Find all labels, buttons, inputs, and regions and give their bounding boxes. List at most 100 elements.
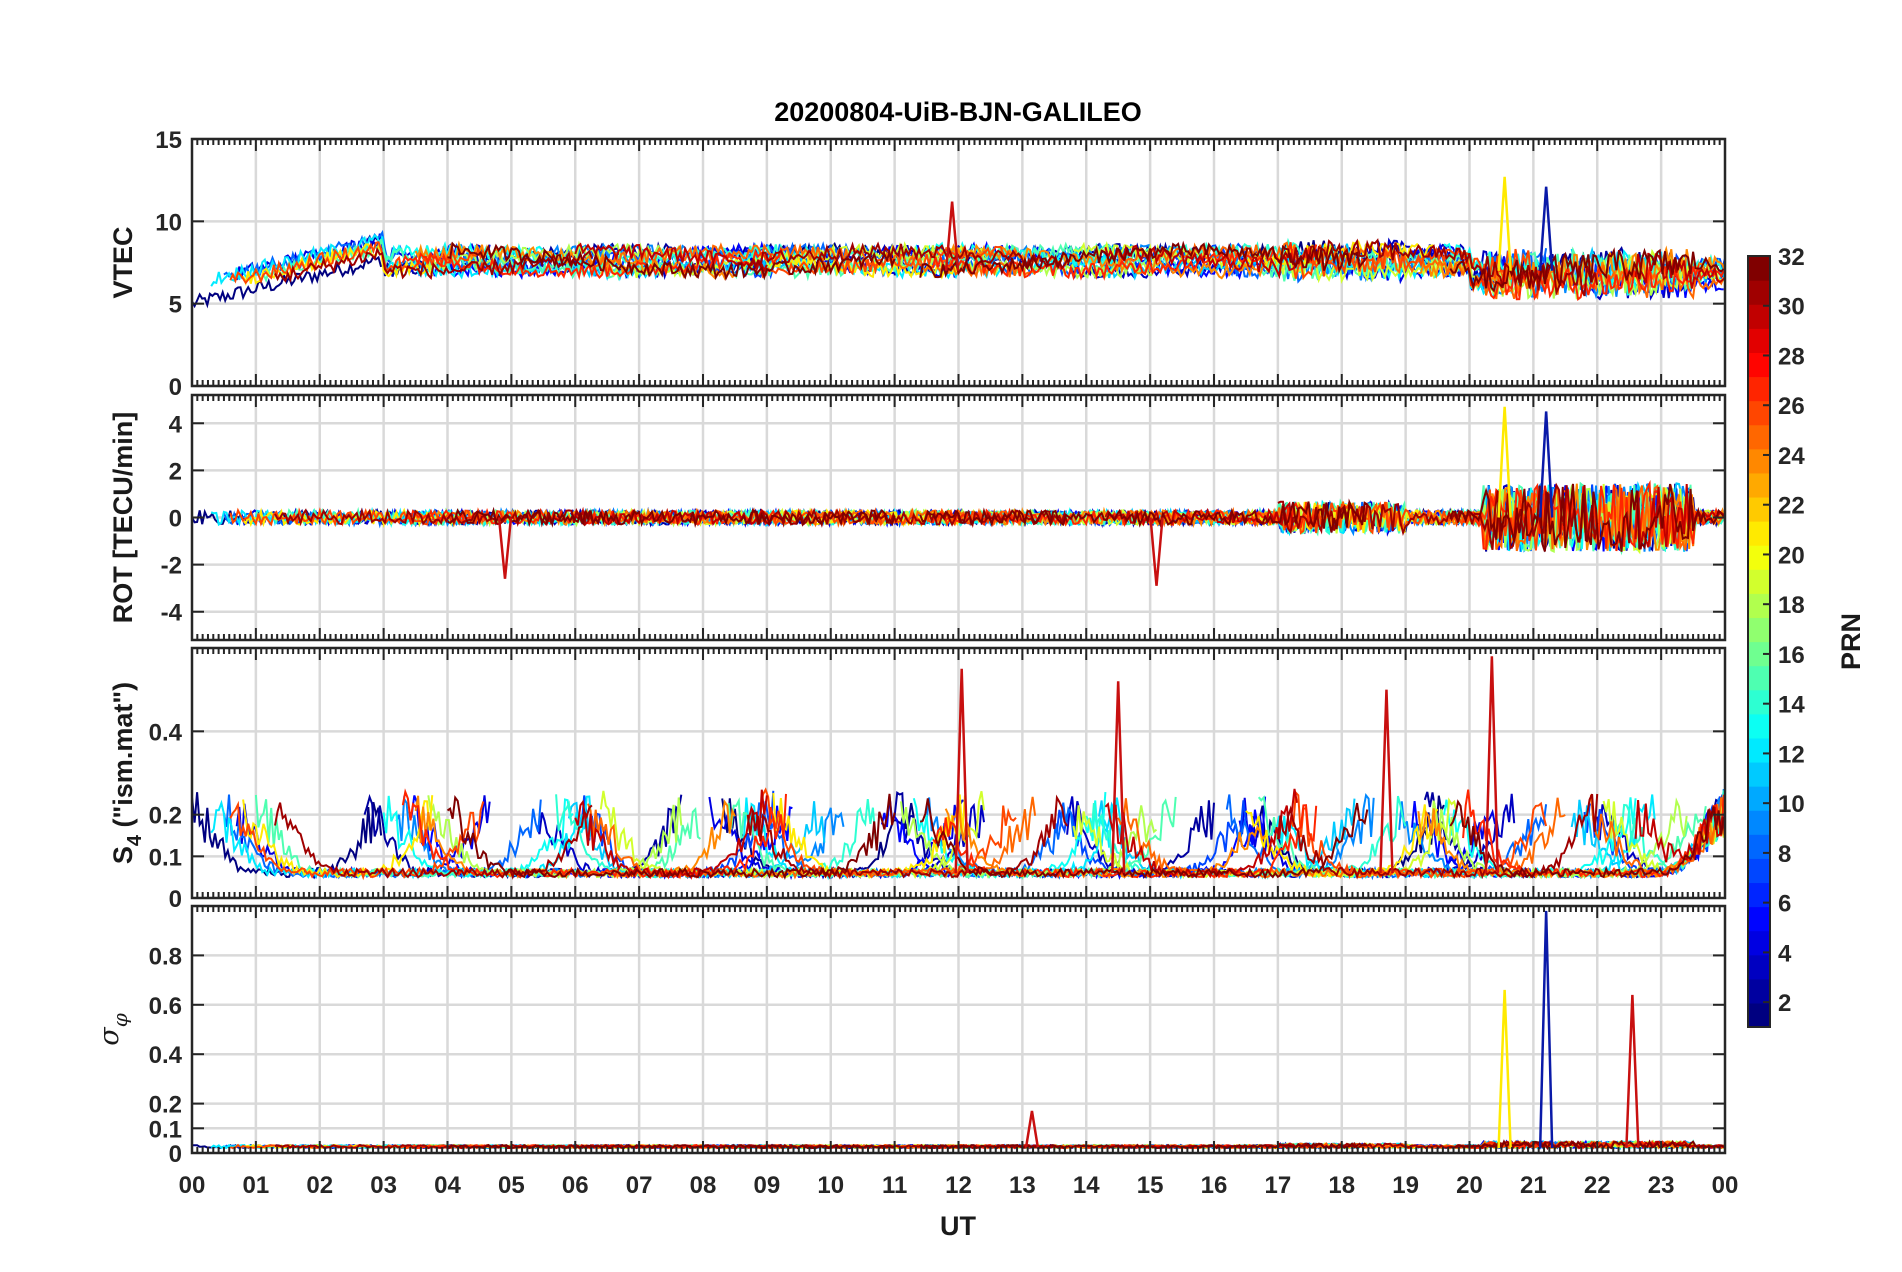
colorbar-tick-label: 28 xyxy=(1778,343,1805,370)
prn-trace xyxy=(447,506,896,528)
y-tick-label: 0.1 xyxy=(149,844,182,871)
x-tick-label: 21 xyxy=(1520,1172,1547,1199)
y-tick-label: 0 xyxy=(169,886,182,913)
traces-rot xyxy=(191,406,1726,586)
prn-trace xyxy=(746,794,1068,880)
prn-trace xyxy=(401,788,787,880)
x-tick-label: 11 xyxy=(882,1172,907,1199)
colorbar-segment xyxy=(1748,521,1770,546)
y-tick-label: 15 xyxy=(155,127,182,154)
colorbar-segment xyxy=(1748,376,1770,402)
prn-trace xyxy=(1277,482,1599,551)
prn-trace xyxy=(747,241,1068,272)
y-axis-label: VTEC xyxy=(108,226,138,298)
y-tick-label: 5 xyxy=(169,292,182,319)
x-tick-label: 17 xyxy=(1265,1172,1292,1199)
colorbar-tick-label: 4 xyxy=(1778,940,1792,967)
colorbar-segment xyxy=(1748,448,1770,474)
panel-rot: -4 -2 0 2 4 ROT [TECU/min] xyxy=(108,393,1727,642)
colorbar-segment xyxy=(1748,786,1770,811)
y-tick-label: 0.2 xyxy=(149,1092,182,1119)
colorbar-segment xyxy=(1748,1002,1770,1028)
colorbar-tick-label: 22 xyxy=(1778,493,1805,520)
prn-trace xyxy=(1590,264,1725,301)
traces-s4 xyxy=(191,656,1726,881)
colorbar-tick-label: 10 xyxy=(1778,791,1805,818)
y-tick-label: -2 xyxy=(161,553,182,580)
prn-trace xyxy=(229,800,485,881)
colorbar-segment xyxy=(1748,424,1770,450)
panel-sigma_phi: 00.10.2 0.4 0.6 0.8 σφ xyxy=(94,904,1727,1168)
prn-trace xyxy=(919,1142,1368,1150)
x-axis-label: UT xyxy=(940,1211,976,1241)
colorbar-segment xyxy=(1748,665,1770,691)
colorbar-segment xyxy=(1748,352,1770,378)
y-tick-label: 0.1 xyxy=(149,1116,182,1143)
colorbar-tick-label: 20 xyxy=(1778,542,1805,569)
prn-trace xyxy=(242,795,434,879)
x-ticks-sigma_phi xyxy=(191,906,1726,1153)
x-tick-label: 15 xyxy=(1137,1172,1164,1199)
prn-trace xyxy=(1449,799,1725,879)
x-tick-label: 19 xyxy=(1392,1172,1419,1199)
prn-trace xyxy=(919,798,1369,880)
prn-trace xyxy=(944,799,1266,880)
x-tick-label: 00 xyxy=(1712,1172,1739,1199)
y-tick-label: 0.8 xyxy=(149,943,182,970)
y-tick-label: 0.4 xyxy=(149,1042,183,1069)
y-label-main: S xyxy=(108,846,138,864)
x-ticks-rot xyxy=(191,395,1726,640)
x-tick-label: 08 xyxy=(690,1172,717,1199)
colorbar-segment xyxy=(1748,930,1770,956)
colorbar-tick-label: 8 xyxy=(1778,841,1791,868)
x-tick-label: 05 xyxy=(498,1172,525,1199)
event-spike xyxy=(1497,989,1512,1149)
colorbar-segment xyxy=(1748,304,1770,329)
prn-trace xyxy=(932,501,1318,533)
prn-trace xyxy=(1276,793,1599,880)
prn-trace xyxy=(944,243,1266,280)
event-spike xyxy=(1538,910,1554,1149)
x-tick-label: 22 xyxy=(1584,1172,1611,1199)
colorbar-tick-label: 30 xyxy=(1778,294,1805,321)
colorbar-segment xyxy=(1748,328,1770,353)
colorbar-tick-label: 16 xyxy=(1778,642,1805,669)
x-tick-label: 01 xyxy=(243,1172,270,1199)
colorbar-segment xyxy=(1748,617,1770,643)
x-tick-label: 07 xyxy=(626,1172,653,1199)
x-tick-label: 14 xyxy=(1073,1172,1100,1199)
y-tick-label: 4 xyxy=(169,411,183,438)
colorbar-segment xyxy=(1748,641,1770,667)
chart-title: 20200804-UiB-BJN-GALILEO xyxy=(774,97,1142,127)
event-spike xyxy=(1497,176,1512,271)
event-spike xyxy=(1497,406,1512,518)
x-tick-label: 06 xyxy=(562,1172,589,1199)
colorbar-tick-label: 32 xyxy=(1778,244,1805,271)
prn-trace xyxy=(1277,238,1599,297)
prn-trace xyxy=(1104,244,1298,280)
prn-trace xyxy=(919,240,1369,279)
colorbar-tick-label: 2 xyxy=(1778,990,1791,1017)
colorbar-segment xyxy=(1748,280,1770,305)
prn-trace xyxy=(446,793,896,880)
colorbar-segment xyxy=(1748,882,1770,908)
y-tick-label: 0 xyxy=(169,506,182,533)
colorbar-segment xyxy=(1748,737,1770,763)
x-ticks-vtec xyxy=(191,139,1726,386)
prn-trace xyxy=(747,507,1069,529)
x-tick-label: 00 xyxy=(179,1172,206,1199)
grid-sigma_phi xyxy=(192,906,1725,1153)
y-label-main: σ xyxy=(94,1026,125,1046)
y-tick-label: 10 xyxy=(155,209,182,236)
colorbar-segment xyxy=(1748,569,1770,594)
event-spike xyxy=(1379,689,1394,874)
x-tick-label: 04 xyxy=(434,1172,461,1199)
prn-trace xyxy=(447,241,896,281)
colorbar-segment xyxy=(1748,400,1770,426)
prn-trace xyxy=(574,242,768,273)
y-label-sub: φ xyxy=(108,1013,132,1027)
colorbar-tick-label: 12 xyxy=(1778,741,1805,768)
panel-vtec: 0 5 10 15 VTEC xyxy=(108,127,1727,401)
